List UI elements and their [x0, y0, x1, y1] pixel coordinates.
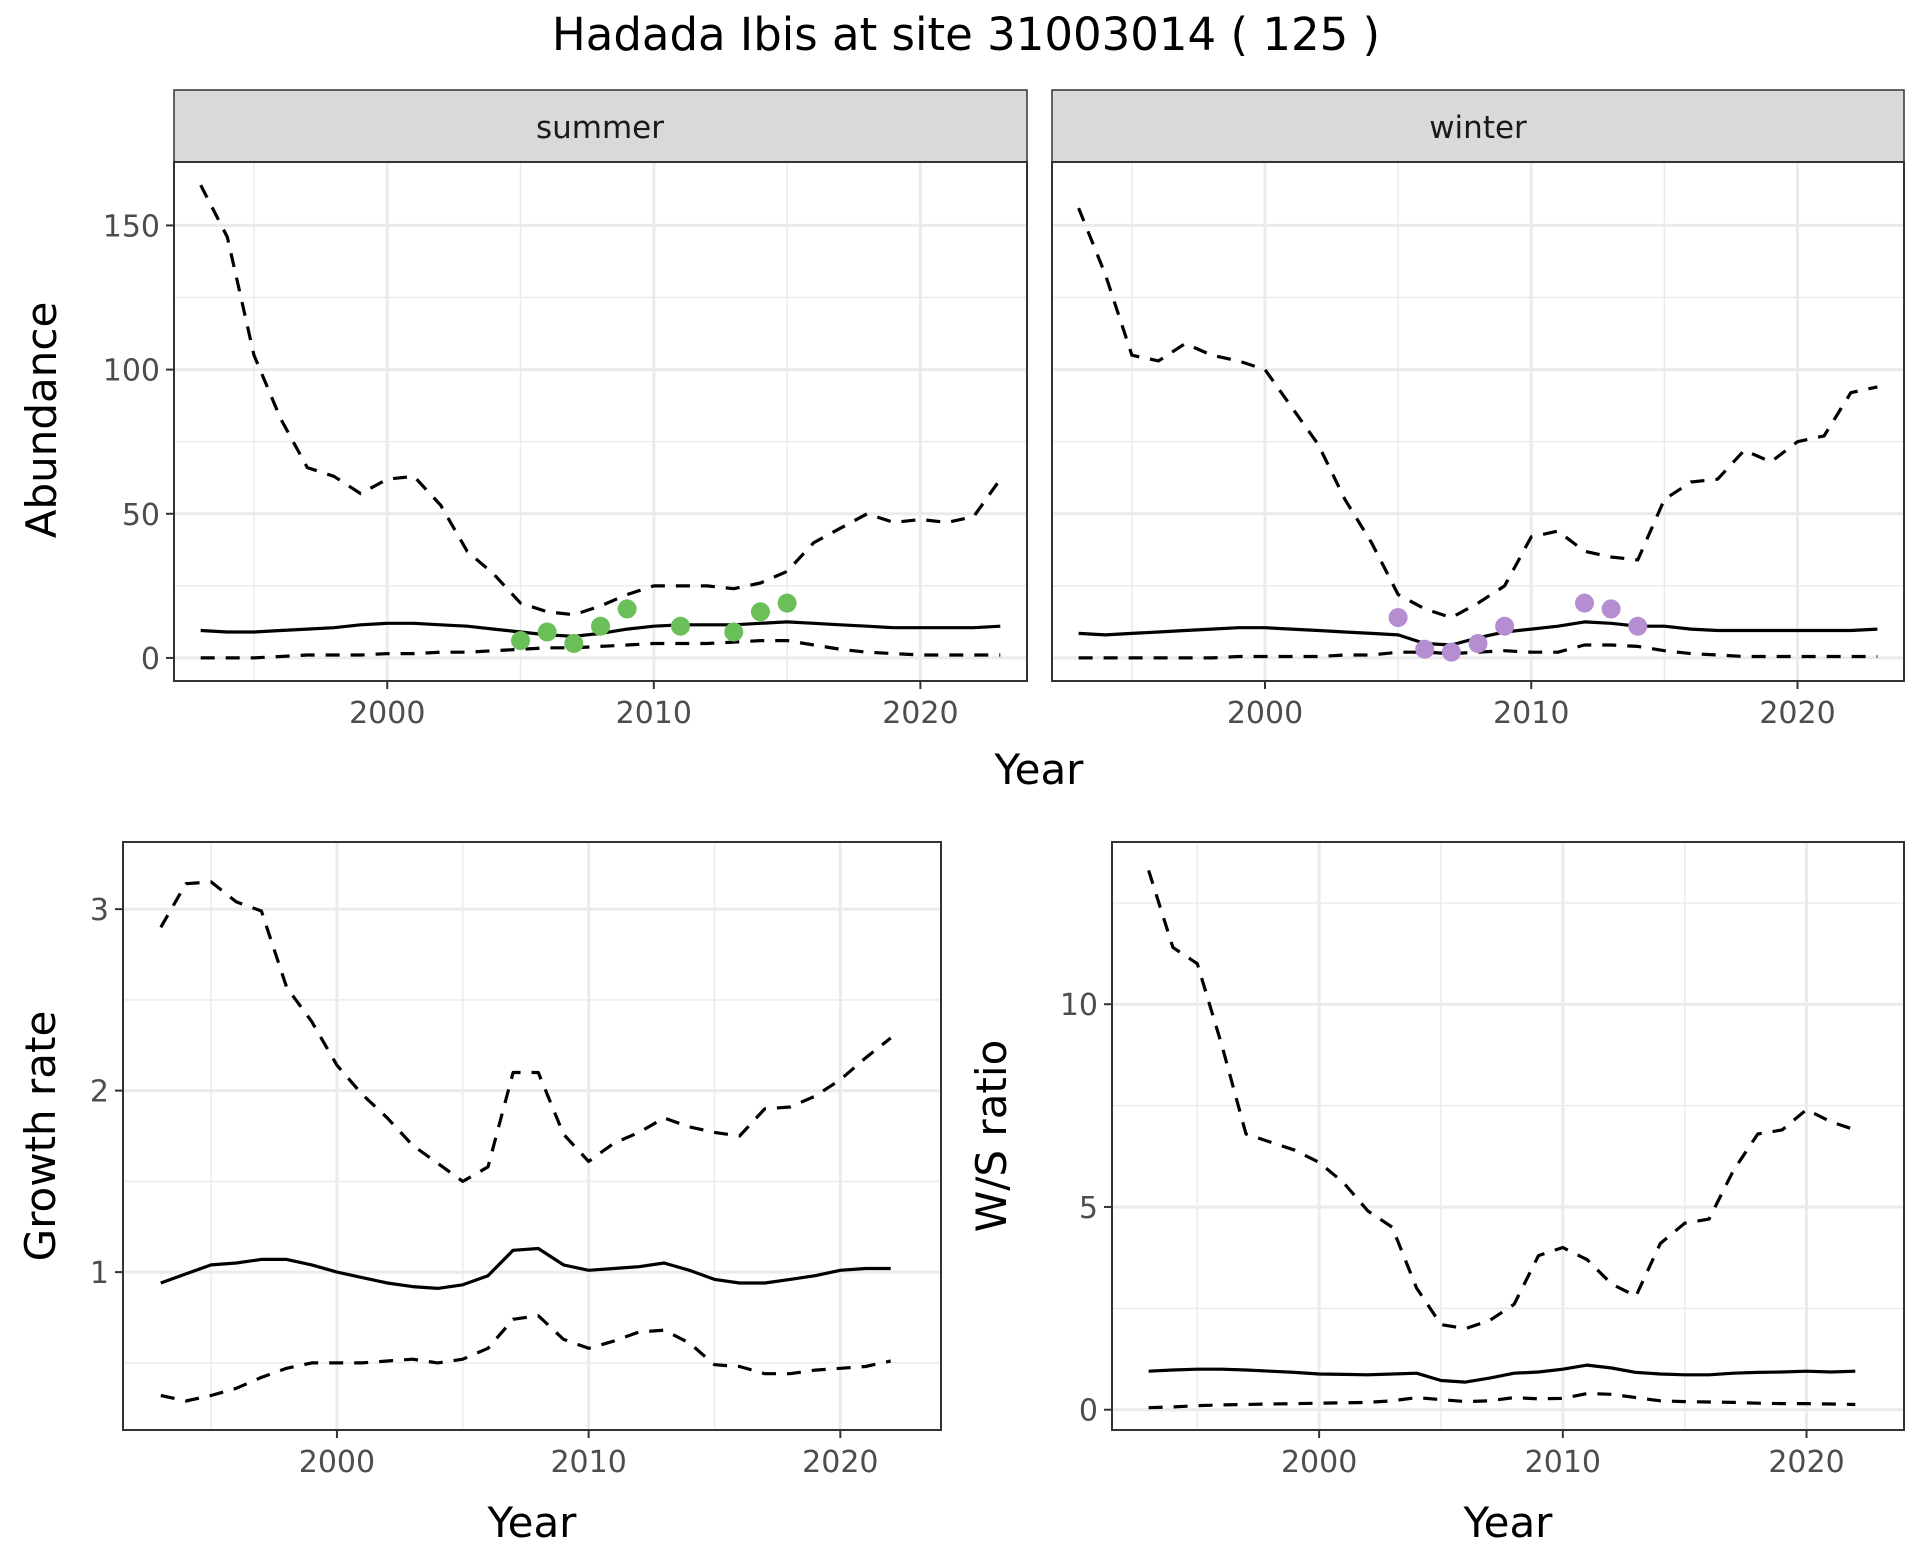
- observed-point: [537, 622, 557, 642]
- lower-bound-line: [1148, 1391, 1856, 1410]
- observed-point: [1628, 616, 1648, 636]
- observed-point: [591, 616, 610, 636]
- observed-point: [1495, 616, 1515, 636]
- x-tick-label: 2020: [802, 1445, 878, 1480]
- y-tick-label: 100: [103, 354, 160, 389]
- growth-panel-border: [122, 841, 942, 1431]
- observed-point: [511, 631, 531, 651]
- summer-panel-border: [173, 161, 1028, 682]
- ratio-y-axis-title: W/S ratio: [967, 1040, 1016, 1233]
- growth-x-axis-title: Year: [487, 1498, 578, 1547]
- upper-bound-line: [159, 880, 892, 1183]
- growth-series: [159, 880, 892, 1403]
- growth-grid: [123, 842, 941, 1430]
- x-tick-label: 2000: [299, 1445, 375, 1480]
- observed-point: [750, 602, 770, 622]
- lower-bound-line: [200, 639, 1001, 660]
- observed-point: [564, 634, 584, 654]
- upper-bound-line: [1077, 207, 1878, 620]
- y-tick-label: 2: [90, 1075, 109, 1110]
- summer-grid: [174, 162, 1027, 681]
- observed-point: [1601, 599, 1621, 619]
- ratio-x-axis-title: Year: [1463, 1498, 1554, 1547]
- y-tick-label: 10: [1060, 988, 1098, 1023]
- x-tick-label: 2020: [1768, 1445, 1844, 1480]
- observed-point: [1388, 608, 1408, 628]
- ws-ratio-panel: 2000 2010 2020 0 5 10: [1060, 841, 1905, 1480]
- ratio-grid: [1112, 842, 1904, 1430]
- x-tick-label: 2000: [349, 696, 425, 731]
- observed-point: [777, 593, 797, 613]
- observed-point: [670, 616, 690, 636]
- observed-point: [1575, 593, 1594, 613]
- abundance-y-axis-title: Abundance: [17, 302, 66, 539]
- lower-bound-line: [1078, 643, 1878, 660]
- winter-x-ticks: 2000 2010 2020: [1227, 681, 1836, 731]
- abundance-x-axis-title: Year: [994, 745, 1085, 794]
- summer-x-ticks: 2000 2010 2020: [349, 681, 959, 731]
- y-tick-label: 0: [141, 642, 160, 677]
- summer-y-ticks: 0 50 100 150: [103, 209, 174, 677]
- growth-rate-panel: 2000 2010 2020 1 2 3: [90, 841, 942, 1480]
- upper-bound-line: [199, 184, 1002, 617]
- x-tick-label: 2000: [1281, 1445, 1357, 1480]
- mean-line: [1148, 1363, 1856, 1384]
- winter-strip: [1051, 89, 1905, 163]
- x-tick-label: 2020: [1759, 696, 1835, 731]
- y-tick-label: 1: [90, 1256, 109, 1291]
- x-tick-label: 2010: [616, 696, 692, 731]
- winter-strip-label: winter: [1429, 110, 1527, 146]
- observed-point: [1441, 642, 1461, 662]
- upper-bound-line: [1147, 869, 1856, 1331]
- ratio-panel-border: [1111, 841, 1905, 1431]
- observed-point: [1468, 634, 1488, 654]
- summer-abundance-panel: summer 2000 2010 2020 0 50 100 150: [103, 89, 1028, 731]
- growth-y-axis-title: Growth rate: [16, 1011, 65, 1262]
- summer-strip-label: summer: [536, 110, 664, 146]
- winter-abundance-panel: winter 2000 2010 2020: [1051, 89, 1905, 731]
- y-tick-label: 150: [103, 209, 160, 244]
- lower-bound-line: [160, 1314, 892, 1403]
- x-tick-label: 2010: [550, 1445, 626, 1480]
- observed-point: [1415, 639, 1435, 659]
- growth-y-ticks: 1 2 3: [90, 893, 123, 1291]
- figure-title: Hadada Ibis at site 31003014 ( 125 ): [552, 8, 1380, 61]
- winter-grid: [1052, 162, 1904, 681]
- ratio-y-ticks: 0 5 10: [1060, 988, 1112, 1429]
- y-tick-label: 50: [122, 498, 160, 533]
- x-tick-label: 2000: [1227, 696, 1303, 731]
- observed-point: [617, 599, 637, 619]
- winter-series: [1077, 207, 1878, 662]
- summer-series: [199, 184, 1002, 660]
- y-tick-label: 0: [1079, 1394, 1098, 1429]
- summer-strip: [173, 89, 1028, 163]
- ratio-series: [1147, 869, 1856, 1410]
- x-tick-label: 2010: [1493, 696, 1569, 731]
- growth-x-ticks: 2000 2010 2020: [299, 1430, 879, 1480]
- observed-point: [724, 622, 744, 642]
- y-tick-label: 5: [1079, 1191, 1098, 1226]
- x-tick-label: 2020: [882, 696, 958, 731]
- ratio-x-ticks: 2000 2010 2020: [1281, 1430, 1845, 1480]
- winter-panel-border: [1051, 161, 1905, 682]
- mean-line: [160, 1246, 891, 1290]
- x-tick-label: 2010: [1525, 1445, 1601, 1480]
- y-tick-label: 3: [90, 893, 109, 928]
